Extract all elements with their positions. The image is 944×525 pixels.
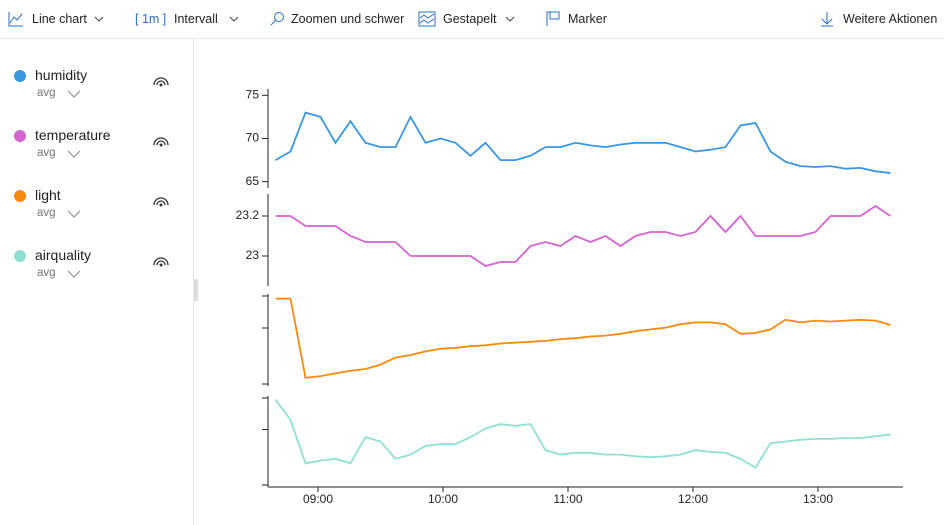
zoom[interactable]: Zoomen und schwenken [291, 12, 404, 26]
legend-name: light [35, 187, 61, 203]
visibility-icon[interactable] [152, 71, 170, 89]
series-line [274, 399, 891, 469]
more-actions[interactable]: Weitere Aktionen [843, 12, 938, 26]
toolbar: Line chart [ 1m ] Intervall Zoomen und s… [0, 0, 944, 39]
legend-item[interactable]: temperature avg [0, 127, 193, 177]
download-icon [821, 12, 833, 27]
chart: 09:00 10:00 11:00 12:00 13:00 65 70 75 23 23.2 [236, 87, 903, 506]
visibility-icon[interactable] [152, 251, 170, 269]
y-tick-label: 70 [246, 131, 260, 145]
x-tick-label: 11:00 [553, 492, 582, 506]
chevron[interactable] [93, 11, 105, 27]
aggregate[interactable]: avg [37, 147, 56, 159]
interval[interactable]: Intervall [174, 12, 218, 26]
y-tick-label: 23.2 [236, 208, 260, 222]
aggregate[interactable]: avg [37, 267, 56, 279]
interval-value[interactable]: [ 1m ] [135, 12, 167, 26]
legend-item[interactable]: airquality avg [0, 247, 193, 297]
x-tick-label: 12:00 [678, 492, 708, 506]
legend-dot [14, 130, 26, 142]
series-line [275, 204, 891, 267]
chevron[interactable] [67, 269, 81, 279]
x-tick-label: 13:00 [803, 492, 833, 506]
series-line [275, 297, 891, 379]
visibility-icon[interactable] [152, 131, 170, 149]
chevron[interactable] [67, 89, 81, 99]
y-tick-label: 65 [246, 174, 260, 188]
aggregate[interactable]: avg [37, 87, 56, 99]
legend-item[interactable]: light avg [0, 187, 193, 237]
marker[interactable]: Marker [568, 12, 607, 26]
x-tick-label: 10:00 [428, 492, 458, 506]
stacked-icon [418, 11, 436, 27]
resize-grip[interactable] [194, 279, 198, 301]
legend-panel: humidity avg temperature avg light avg airqual… [0, 39, 194, 525]
chevron[interactable] [67, 149, 81, 159]
legend-item[interactable]: humidity avg [0, 67, 193, 117]
visibility-icon[interactable] [152, 191, 170, 209]
legend-dot [14, 250, 26, 262]
stacked[interactable]: Gestapelt [443, 12, 497, 26]
line-chart-icon [8, 12, 23, 27]
series-line [275, 111, 891, 174]
chevron[interactable] [504, 11, 516, 27]
x-tick-label: 09:00 [303, 492, 333, 506]
chart-type[interactable]: Line chart [32, 12, 87, 26]
legend-dot [14, 190, 26, 202]
legend-name: humidity [35, 67, 88, 83]
legend-dot [14, 70, 26, 82]
zoom-icon [270, 12, 284, 26]
chevron[interactable] [67, 209, 81, 219]
chevron[interactable] [228, 11, 240, 27]
legend-name: temperature [35, 127, 111, 143]
y-tick-label: 23 [246, 248, 260, 262]
legend-name: airquality [35, 247, 92, 263]
marker-icon [546, 11, 560, 26]
y-tick-label: 75 [246, 87, 260, 101]
aggregate[interactable]: avg [37, 207, 56, 219]
